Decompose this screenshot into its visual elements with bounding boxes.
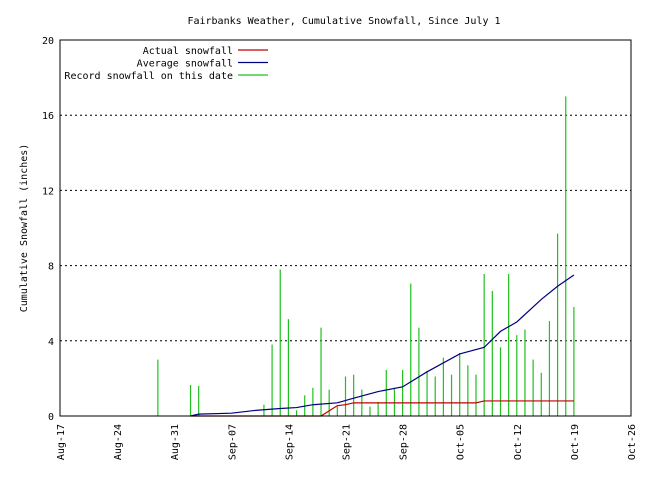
x-tick-label: Oct-26 [627,424,638,460]
y-tick-label: 4 [48,337,54,348]
x-tick-label: Sep-28 [399,424,410,460]
y-tick-label: 16 [42,111,54,122]
x-tick-label: Oct-12 [513,424,524,460]
chart-title: Fairbanks Weather, Cumulative Snowfall, … [187,16,500,27]
x-tick-label: Sep-21 [342,424,353,460]
x-tick-label: Sep-14 [284,424,295,460]
plot-frame [59,39,632,417]
y-tick-label: 0 [48,412,54,423]
x-tick-label: Aug-17 [56,424,67,460]
legend-label: Actual snowfall [143,46,233,57]
x-tick-label: Sep-07 [227,424,238,460]
y-tick-label: 12 [42,186,54,197]
x-tick-label: Oct-19 [570,424,581,460]
y-tick-label: 8 [48,262,54,273]
x-tick-label: Aug-31 [170,424,181,460]
x-tick-label: Oct-05 [456,424,467,460]
actual-snowfall-line [190,400,574,417]
legend-label: Record snowfall on this date [64,71,233,82]
legend-label: Average snowfall [137,59,233,70]
y-axis-label: Cumulative Snowfall (inches) [19,144,30,313]
x-tick-label: Aug-24 [113,424,124,460]
average-snowfall-line [190,274,575,417]
y-tick-label: 20 [42,36,54,47]
